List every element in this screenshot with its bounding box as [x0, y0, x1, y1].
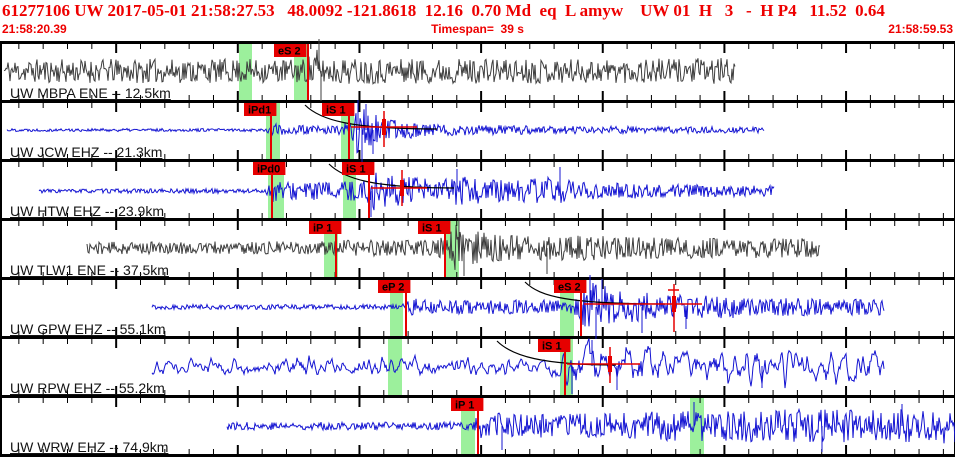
waveform-plot[interactable]: iP 1: [2, 398, 955, 454]
trace-area: eS 2 UW MBPA ENE -- 12.5km iPd1 iS 1 UW JCW …: [0, 39, 955, 457]
station-label: UW MBPA ENE -- 12.5km: [10, 85, 171, 101]
waveform-trace[interactable]: [151, 338, 885, 389]
waveform-trace[interactable]: [151, 282, 885, 327]
trace-panel-4[interactable]: iP 1 iS 1 UW TLW1 ENE -- 37.5km: [2, 218, 954, 280]
pick-flag-box[interactable]: [451, 398, 484, 411]
phase-pick-flag[interactable]: iS 1: [322, 103, 355, 117]
phase-pick-flag[interactable]: iPd0: [253, 162, 286, 176]
phase-pick-flag[interactable]: iS 1: [342, 162, 375, 176]
pick-flag-label: iS 1: [346, 164, 366, 176]
waveform-plot[interactable]: eP 2 eS 2: [2, 275, 954, 339]
pick-flag-box[interactable]: [322, 103, 355, 116]
trace-panel-1[interactable]: eS 2 UW MBPA ENE -- 12.5km: [2, 39, 954, 103]
coda-decay-curve: [304, 104, 438, 130]
pick-flag-label: iS 1: [542, 341, 562, 353]
pick-flag-label: iPd0: [257, 164, 280, 176]
coda-end-bar[interactable]: [400, 180, 404, 196]
waveform-plot[interactable]: iP 1 iS 1: [2, 218, 954, 277]
time-axis-header: 21:58:20.39 Timespan= 39 s 21:58:59.53: [2, 21, 953, 40]
waveform-plot[interactable]: eS 2: [2, 39, 954, 101]
pick-flag-label: iP 1: [313, 223, 332, 235]
station-label: UW WRW EHZ -- 74.9km: [10, 439, 169, 455]
pick-flag-label: iS 1: [326, 105, 346, 117]
trace-panel-2[interactable]: iPd1 iS 1 UW JCW EHZ -- 21.3km: [2, 100, 954, 162]
pick-flag-box[interactable]: [554, 280, 587, 293]
phase-pick-flag[interactable]: iS 1: [538, 339, 571, 353]
event-summary-line: 61277106 UW 2017-05-01 21:58:27.53 48.00…: [2, 1, 885, 20]
pick-flag-box[interactable]: [274, 44, 307, 57]
pick-window-band: [239, 44, 252, 100]
window-end-time: 21:58:59.53: [888, 22, 953, 36]
pick-flag-label: eS 2: [278, 46, 301, 58]
pick-window-band: [560, 339, 573, 395]
phase-pick-flag[interactable]: iS 1: [418, 221, 451, 235]
pick-flag-box[interactable]: [342, 162, 375, 175]
waveform-trace[interactable]: [86, 224, 821, 270]
phase-pick-flag[interactable]: iP 1: [309, 221, 342, 235]
pick-window-band: [461, 398, 475, 454]
pick-flag-label: iP 1: [455, 400, 474, 412]
pick-flag-box[interactable]: [418, 221, 451, 234]
pick-flag-box[interactable]: [253, 162, 286, 175]
waveform-trace[interactable]: [3, 49, 736, 86]
pick-flag-box[interactable]: [378, 280, 411, 293]
coda-decay-curve: [328, 163, 455, 189]
pick-flag-box[interactable]: [309, 221, 342, 234]
trace-panel-7[interactable]: iP 1 UW WRW EHZ -- 74.9km: [2, 398, 955, 455]
timespan-label: Timespan= 39 s: [431, 22, 524, 36]
pick-flag-label: eP 2: [382, 282, 404, 294]
trace-panel-5[interactable]: eP 2 eS 2 UW GPW EHZ -- 55.1km: [2, 275, 954, 339]
pick-window-band: [341, 103, 354, 159]
trace-panel-6[interactable]: iS 1 UW RPW EHZ -- 55.2km: [2, 338, 954, 398]
pick-window-band: [324, 221, 338, 277]
station-label: UW HTW EHZ -- 23.9km: [10, 203, 164, 219]
pick-window-band: [388, 339, 402, 395]
coda-end-bar[interactable]: [672, 296, 676, 312]
pick-flag-box[interactable]: [538, 339, 571, 352]
pick-flag-label: iPd1: [248, 105, 271, 117]
station-label: UW RPW EHZ -- 55.2km: [10, 380, 165, 396]
window-start-time: 21:58:20.39: [2, 22, 67, 36]
pick-flag-box[interactable]: [244, 103, 277, 116]
coda-end-bar[interactable]: [608, 356, 612, 372]
phase-pick-flag[interactable]: eS 2: [274, 44, 307, 58]
phase-pick-flag[interactable]: iP 1: [451, 398, 484, 412]
pick-flag-label: eS 2: [558, 282, 581, 294]
station-label: UW GPW EHZ -- 55.1km: [10, 321, 166, 337]
phase-pick-flag[interactable]: iPd1: [244, 103, 277, 117]
coda-end-bar[interactable]: [382, 119, 386, 135]
waveform-plot[interactable]: iPd1 iS 1: [2, 100, 954, 162]
trace-panel-3[interactable]: iPd0 iS 1 UW HTW EHZ -- 23.9km: [2, 162, 954, 221]
pick-flag-label: iS 1: [422, 223, 442, 235]
phase-pick-flag[interactable]: eS 2: [554, 280, 587, 294]
waveform-plot[interactable]: iPd0 iS 1: [2, 162, 954, 218]
waveform-plot[interactable]: iS 1: [2, 338, 954, 395]
phase-pick-flag[interactable]: eP 2: [378, 280, 411, 294]
station-label: UW TLW1 ENE -- 37.5km: [10, 262, 169, 278]
waveform-trace[interactable]: [226, 407, 955, 444]
station-label: UW JCW EHZ -- 21.3km: [10, 144, 163, 160]
